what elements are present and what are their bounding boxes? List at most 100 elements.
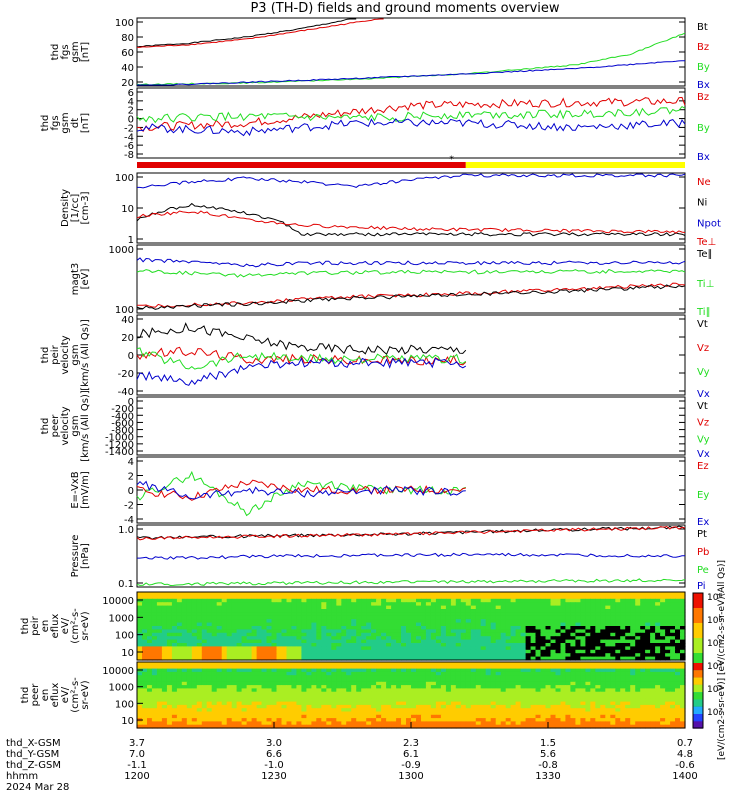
heatmap-cell [356,615,362,620]
heatmap-cell [570,636,576,641]
heatmap-cell [660,671,666,676]
heatmap-cell [191,595,198,600]
heatmap-cell [485,718,492,722]
heatmap-cell [435,619,442,624]
heatmap-cell [231,605,238,610]
heatmap-cell [161,622,168,627]
heatmap-cell [485,632,492,637]
heatmap-cell [665,598,671,603]
legend-item: Te⊥ [696,237,716,248]
heatmap-cell [137,612,143,617]
heatmap-cell [151,668,158,673]
heatmap-cell [166,695,173,699]
heatmap-cell [226,671,233,676]
heatmap-cell [176,636,183,641]
heatmap-cell [665,681,671,686]
heatmap-cell [585,704,591,709]
heatmap-cell [301,708,307,713]
heatmap-cell [665,656,671,661]
heatmap-cell [425,649,432,654]
heatmap-cell [221,656,228,661]
heatmap-cell [575,708,581,713]
heatmap-cell [281,598,288,603]
heatmap-cell [675,698,681,703]
heatmap-cell [411,671,417,676]
heatmap-cell [246,675,253,680]
heatmap-cell [565,653,571,658]
heatmap-cell [430,665,437,670]
heatmap-cell [296,653,302,658]
heatmap-cell [590,615,596,620]
heatmap-cell [321,701,327,706]
heatmap-cell [416,615,422,620]
heatmap-cell [680,662,686,666]
heatmap-cell [455,721,462,726]
heatmap-cell [161,609,168,613]
heatmap-cell [401,662,407,666]
y-axis-label: eflux [50,683,61,708]
heatmap-cell [256,711,263,716]
heatmap-cell [147,698,153,703]
heatmap-cell [595,653,601,658]
heatmap-cell [490,668,497,673]
heatmap-cell [331,718,337,722]
heatmap-cell [246,612,253,617]
heatmap-cell [346,636,352,641]
heatmap-cell [650,711,656,716]
heatmap-cell [206,665,213,670]
heatmap-cell [206,619,213,624]
heatmap-cell [635,704,641,709]
heatmap-cell [675,662,681,666]
heatmap-cell [650,718,656,722]
heatmap-cell [560,609,567,613]
heatmap-cell [251,681,258,686]
heatmap-cell [470,622,477,627]
heatmap-cell [490,646,497,651]
heatmap-cell [216,662,223,666]
heatmap-cell [181,724,188,729]
heatmap-cell [505,711,512,716]
heatmap-cell [450,662,457,666]
heatmap-cell [600,691,606,696]
heatmap-cell [171,678,178,683]
heatmap-cell [660,688,666,693]
heatmap-cell [510,665,517,670]
heatmap-cell [465,718,472,722]
heatmap-cell [356,724,362,729]
heatmap-cell [316,678,322,683]
heatmap-cell [326,681,332,686]
heatmap-cell [201,629,208,634]
heatmap-cell [276,704,283,709]
heatmap-cell [191,612,198,617]
heatmap-cell [176,653,183,658]
heatmap-cell [440,649,447,654]
heatmap-cell [411,643,417,647]
heatmap-cell [425,602,432,607]
heatmap-cell [246,626,253,630]
heatmap-cell [421,632,427,637]
heatmap-cell [386,665,392,670]
heatmap-cell [231,609,238,613]
heatmap-cell [425,708,432,713]
heatmap-cell [645,619,651,624]
heatmap-cell [191,605,198,610]
heatmap-cell [610,595,616,600]
heatmap-cell [505,691,512,696]
heatmap-cell [430,681,437,686]
heatmap-cell [241,629,248,634]
heatmap-cell [376,612,382,617]
heatmap-cell [296,724,302,729]
heatmap-cell [261,708,268,713]
heatmap-cell [226,691,233,696]
y-axis-label: gsm [60,112,71,133]
heatmap-cell [475,646,482,651]
heatmap-cell [196,724,203,729]
heatmap-cell [166,714,173,719]
heatmap-cell [505,685,512,689]
y-tick-label: -400 [111,411,134,422]
heatmap-cell [460,629,467,634]
heatmap-cell [331,656,337,661]
heatmap-cell [450,678,457,683]
heatmap-cell [540,695,547,699]
heatmap-cell [455,622,462,627]
